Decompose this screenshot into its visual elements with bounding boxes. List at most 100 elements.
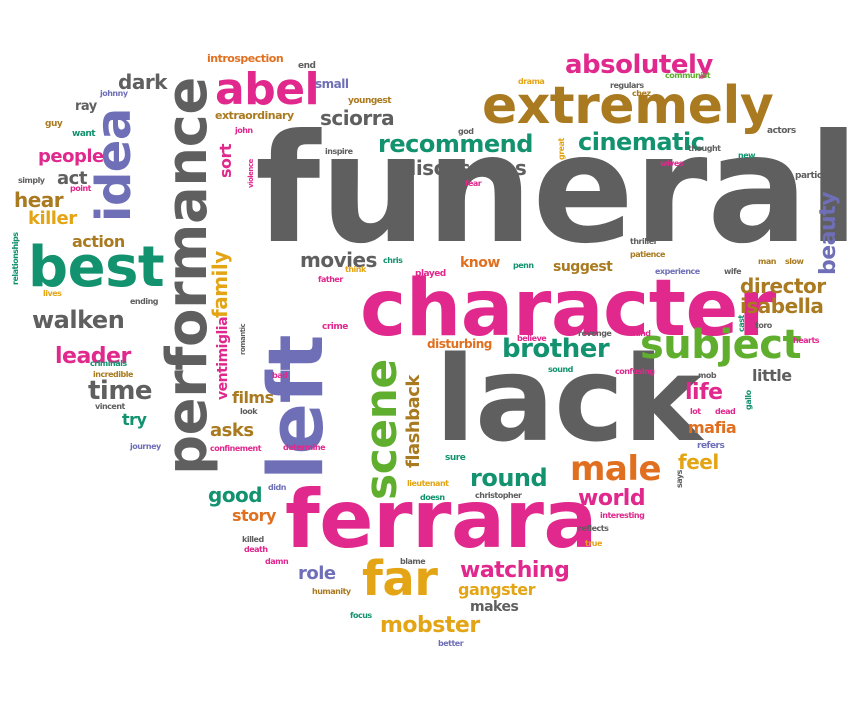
word-time: time	[88, 376, 153, 406]
word-confusing: confusing	[615, 367, 655, 376]
word-blame: blame	[400, 557, 426, 566]
word-subject: subject	[640, 322, 802, 368]
word-feel: feel	[678, 450, 719, 474]
word-youngest: youngest	[348, 96, 392, 106]
word-small: small	[315, 77, 349, 91]
word-sort: sort	[216, 143, 235, 178]
word-kind: kind	[633, 329, 651, 338]
word-revenge: revenge	[578, 329, 612, 338]
word-criminals: criminals	[90, 359, 127, 368]
word-discussions: discussions	[402, 156, 527, 180]
word-believe: believe	[517, 334, 547, 343]
word-didn: didn	[268, 483, 286, 492]
word-left: left	[251, 335, 340, 480]
word-good: good	[208, 483, 263, 507]
word-lack: lack	[435, 330, 702, 468]
word-thriller: thriller	[630, 237, 658, 246]
word-dark: dark	[118, 70, 167, 94]
word-male: male	[570, 449, 662, 489]
word-ventimiglia: ventimiglia	[215, 316, 231, 400]
word-far: far	[362, 551, 438, 607]
word-act: act	[57, 168, 87, 189]
word-hear: hear	[14, 188, 64, 212]
word-crime: crime	[322, 322, 348, 332]
word-beauty: beauty	[816, 191, 841, 275]
word-johnny: johnny	[100, 89, 128, 98]
word-disturbing: disturbing	[427, 337, 492, 351]
word-christopher: christopher	[475, 491, 522, 500]
word-movies: movies	[300, 248, 377, 272]
word-john: john	[235, 126, 253, 135]
word-fear: fear	[465, 179, 482, 188]
word-watching: watching	[460, 558, 570, 583]
word-mob: mob	[698, 371, 717, 380]
word-focus: focus	[350, 611, 372, 620]
word-isabella: isabella	[740, 294, 824, 318]
word-romantic: romantic	[239, 323, 247, 355]
word-character: character	[360, 264, 776, 354]
word-flashback: flashback	[403, 375, 424, 468]
word-wife: wife	[724, 267, 742, 276]
word-father: father	[318, 275, 343, 284]
word-true: true	[585, 539, 602, 548]
word-walken: walken	[32, 306, 125, 334]
word-extremely: extremely	[482, 76, 774, 136]
word-gallo: gallo	[744, 390, 753, 410]
word-family: family	[208, 251, 232, 318]
word-penn: penn	[513, 261, 534, 270]
word-lives: lives	[43, 289, 62, 298]
word-patience: patience	[630, 250, 665, 259]
word-people: people	[38, 146, 104, 167]
word-director: director	[740, 274, 826, 298]
word-cinematic: cinematic	[578, 128, 705, 156]
word-bad: bad	[272, 371, 288, 380]
word-cast: cast	[737, 315, 746, 332]
word-films: films	[232, 388, 274, 407]
word-ray: ray	[75, 99, 97, 114]
word-ferrara: ferrara	[285, 473, 597, 566]
word-inspire: inspire	[325, 147, 353, 156]
word-asks: asks	[210, 420, 254, 441]
word-abel: abel	[215, 64, 320, 115]
word-toro: toro	[755, 321, 772, 330]
word-death: death	[244, 545, 268, 554]
word-story: story	[232, 506, 276, 525]
word-leader: leader	[55, 344, 131, 369]
word-regulars: regulars	[610, 81, 644, 90]
word-know: know	[460, 255, 500, 271]
word-simply: simply	[18, 176, 45, 185]
word-role: role	[298, 563, 336, 584]
word-action: action	[72, 232, 125, 251]
word-sound: sound	[548, 365, 573, 374]
word-best: best	[28, 235, 165, 300]
word-little: little	[752, 366, 792, 385]
word-sure: sure	[445, 453, 466, 463]
word-reflects: reflects	[578, 524, 609, 533]
word-look: look	[240, 407, 258, 416]
word-world: world	[578, 486, 646, 511]
word-violence: violence	[247, 159, 255, 188]
word-guy: guy	[45, 119, 63, 129]
word-makes: makes	[470, 599, 519, 615]
word-try: try	[122, 410, 147, 429]
word-slow: slow	[785, 257, 804, 266]
word-actors: actors	[767, 126, 796, 136]
word-humanity: humanity	[312, 587, 351, 596]
word-extraordinary: extraordinary	[215, 109, 294, 122]
word-wives: wives	[660, 159, 684, 168]
word-new: new	[738, 151, 756, 160]
word-drama: drama	[518, 77, 545, 86]
word-incredible: incredible	[93, 370, 133, 379]
word-man: man	[758, 257, 776, 266]
word-god: god	[458, 127, 474, 136]
word-damn: damn	[265, 557, 289, 566]
word-end: end	[298, 61, 316, 71]
word-think: think	[345, 265, 366, 274]
word-determine: determine	[283, 443, 326, 452]
word-brother: brother	[502, 334, 610, 364]
word-suggest: suggest	[553, 259, 613, 275]
word-communist: communist	[665, 71, 711, 80]
word-vincent: vincent	[95, 402, 125, 411]
word-chris: chris	[383, 256, 403, 265]
